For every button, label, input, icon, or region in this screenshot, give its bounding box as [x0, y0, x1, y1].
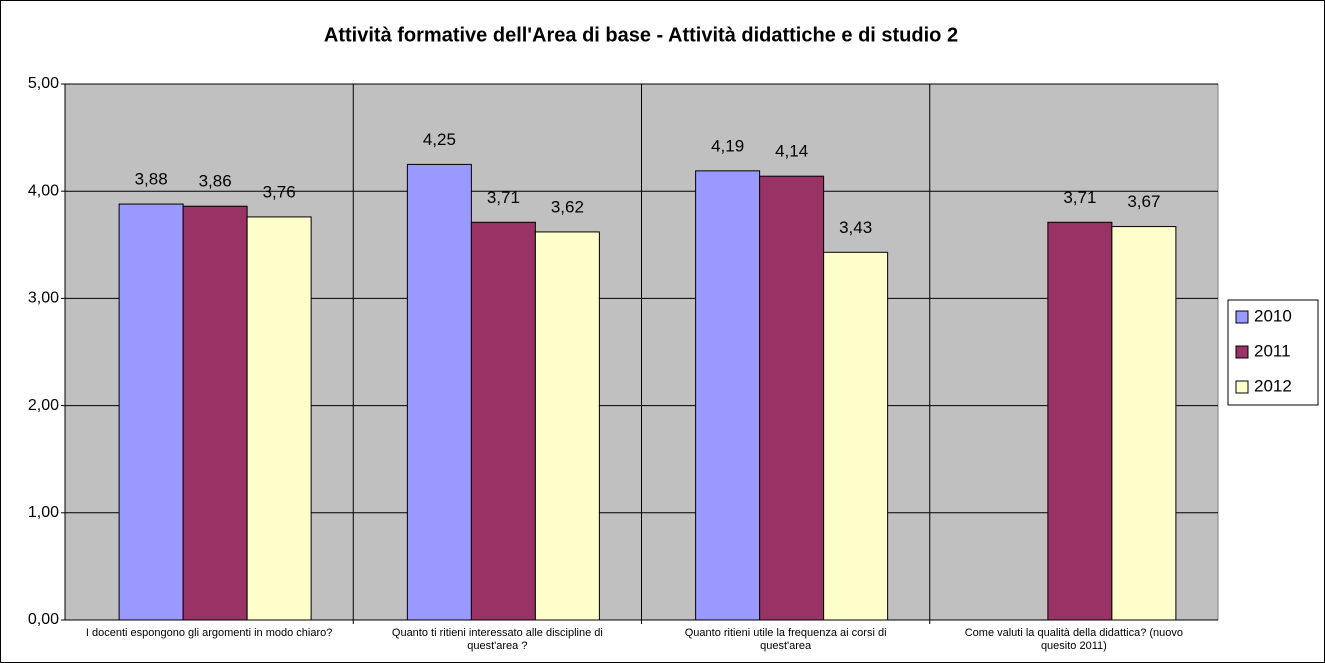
legend-swatch [1235, 310, 1249, 324]
bar [759, 175, 825, 621]
value-label: 3,88 [135, 170, 168, 189]
y-tick-label: 4,00 [28, 182, 59, 199]
bar [1111, 226, 1177, 621]
value-label: 3,76 [263, 182, 296, 201]
y-tick-label: 0,00 [28, 611, 59, 628]
value-label: 4,14 [775, 142, 808, 161]
bar [1047, 221, 1113, 621]
legend-label: 2010 [1254, 306, 1292, 325]
value-label: 4,19 [711, 136, 744, 155]
x-tick-label: Quanto ti ritieni interessato alle disci… [391, 627, 603, 652]
bar [246, 216, 312, 621]
y-tick-label: 2,00 [28, 397, 59, 414]
value-label: 3,62 [551, 197, 584, 216]
bar [823, 251, 889, 621]
y-tick-label: 5,00 [28, 75, 59, 92]
x-tick-label: I docenti espongono gli argomenti in mod… [85, 627, 333, 639]
bar [406, 163, 472, 621]
legend-label: 2012 [1254, 376, 1292, 395]
bar [695, 170, 761, 621]
bar [470, 221, 536, 621]
bar [118, 203, 184, 621]
chart-title: Attività formative dell'Area di base - A… [324, 24, 958, 46]
value-label: 3,86 [199, 172, 232, 191]
bar [182, 205, 248, 621]
y-tick-label: 3,00 [28, 290, 59, 307]
value-label: 4,25 [423, 130, 456, 149]
legend-swatch [1235, 380, 1249, 394]
x-tick-label: Quanto ritieni utile la frequenza ai cor… [684, 627, 887, 652]
legend-label: 2011 [1254, 341, 1291, 360]
x-tick-label: Come valuti la qualità della didattica? … [964, 627, 1184, 652]
y-tick-label: 1,00 [28, 504, 59, 521]
value-label: 3,71 [487, 188, 520, 207]
value-label: 3,71 [1063, 188, 1096, 207]
value-label: 3,67 [1127, 192, 1160, 211]
value-label: 3,43 [839, 218, 872, 237]
bar [534, 231, 600, 621]
legend-swatch [1235, 345, 1249, 359]
